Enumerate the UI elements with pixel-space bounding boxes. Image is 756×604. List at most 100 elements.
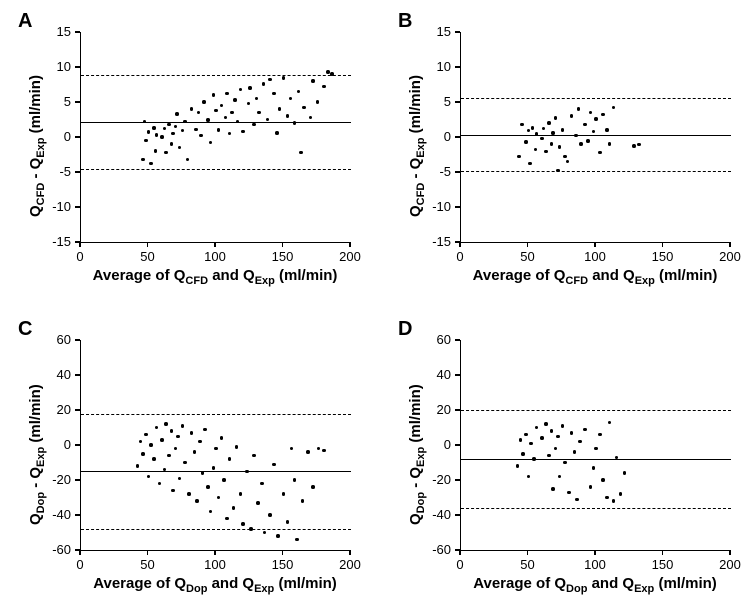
data-point [567,491,571,495]
y-axis-label: QDop - QExp (ml/min) [27,315,47,525]
data-point [551,487,555,491]
data-point [295,538,299,542]
data-point [245,470,249,474]
data-point [209,510,213,514]
data-point [275,131,279,135]
data-point [311,79,315,83]
data-point [309,116,313,120]
data-point [589,111,593,115]
x-tick [459,550,461,555]
data-point [214,447,218,451]
y-tick [455,171,460,173]
data-point [181,129,185,133]
data-point [248,86,252,90]
data-point [554,447,558,451]
y-tick-label: -15 [411,234,451,249]
data-point [152,457,156,461]
data-point [583,428,587,432]
data-point [209,141,213,145]
y-tick [455,479,460,481]
x-tick [349,242,351,247]
y-tick [75,514,80,516]
x-tick [282,550,284,555]
y-tick [455,31,460,33]
panel-A: 050100150200-15-10-5051015Average of QCF… [80,32,350,242]
x-tick-label: 50 [508,557,548,572]
x-tick-label: 100 [195,249,235,264]
data-point [220,436,224,440]
data-point [217,496,221,500]
y-tick [75,374,80,376]
data-point [160,135,164,139]
data-point [532,457,536,461]
x-tick-label: 100 [195,557,235,572]
data-point [534,148,538,152]
data-point [152,126,156,130]
y-tick [75,31,80,33]
data-point [573,450,577,454]
data-point [570,431,574,435]
data-point [195,499,199,503]
data-point [558,145,562,149]
panel-C: 050100150200-60-40-200204060Average of Q… [80,340,350,550]
y-tick [455,101,460,103]
data-point [144,433,148,437]
x-tick-label: 200 [710,557,750,572]
data-point [214,109,218,113]
data-point [171,489,175,493]
data-point [608,421,612,425]
data-point [183,461,187,465]
y-tick [75,549,80,551]
data-point [524,140,528,144]
panel-letter: D [398,318,412,341]
data-point [212,466,216,470]
data-point [605,128,609,132]
x-tick-label: 0 [440,249,480,264]
data-point [164,422,168,426]
data-point [302,106,306,110]
x-tick [147,550,149,555]
plot-area [80,32,351,243]
data-point [224,116,228,120]
data-point [247,102,251,106]
data-point [217,128,221,132]
data-point [535,426,539,430]
y-tick [75,444,80,446]
data-point [174,447,178,451]
data-point [186,158,190,162]
x-tick-label: 0 [60,557,100,572]
data-point [147,130,151,134]
data-point [190,107,194,111]
x-tick-label: 0 [60,249,100,264]
data-point [252,454,256,458]
solid-hline [81,122,351,123]
x-tick [594,550,596,555]
x-tick [214,242,216,247]
y-tick [75,171,80,173]
data-point [316,100,320,104]
plot-area [80,340,351,551]
dashed-hline [81,169,351,170]
x-tick-label: 200 [330,557,370,572]
data-point [293,478,297,482]
y-tick [455,339,460,341]
data-point [155,426,159,430]
data-point [594,117,598,121]
data-point [228,457,232,461]
data-point [222,478,226,482]
data-point [290,447,294,451]
panel-letter: B [398,10,412,33]
dashed-hline [81,75,351,76]
data-point [601,113,605,117]
solid-hline [461,459,731,460]
data-point [141,452,145,456]
x-axis-label: Average of QDop and QExp (ml/min) [460,575,730,595]
data-point [171,132,175,136]
y-tick [455,514,460,516]
y-axis-label: QCFD - QExp (ml/min) [27,7,47,217]
data-point [612,499,616,503]
panel-B: 050100150200-15-10-5051015Average of QCF… [460,32,730,242]
data-point [612,106,616,110]
data-point [199,134,203,138]
y-tick [455,241,460,243]
